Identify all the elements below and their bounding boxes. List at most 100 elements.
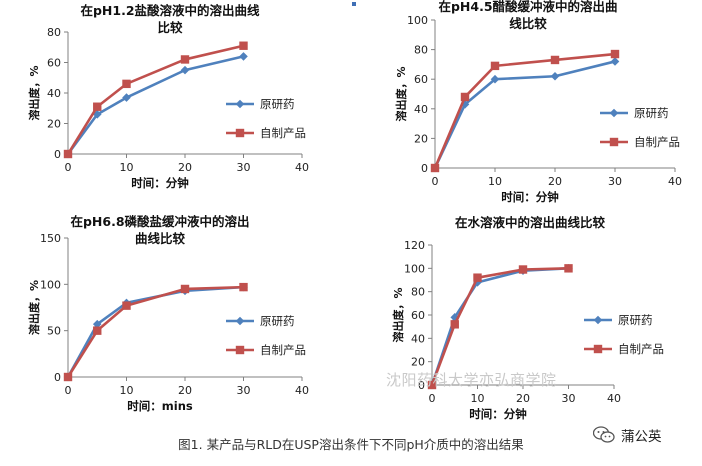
y-tick-label: 80: [411, 286, 425, 299]
chart-title-line: 在水溶液中的溶出曲线比较: [455, 215, 606, 230]
y-tick-label: 60: [47, 57, 61, 70]
chart-title-line: 曲线比较: [135, 231, 186, 246]
y-tick-label: 40: [414, 103, 428, 116]
chart-water: 在水溶液中的溶出曲线比较 0 20 40 60 80 100 120 0 10 20 30 40 时间：分…: [391, 215, 664, 421]
wechat-account: 蒲公英: [593, 425, 662, 445]
data-point: [239, 41, 248, 50]
figure-caption: 图1. 某产品与RLD在USP溶出条件下不同pH介质中的溶出结果: [178, 437, 524, 452]
legend-label: 原研药: [634, 106, 669, 120]
chart-panel-4: 在水溶液中的溶出曲线比较 0 20 40 60 80 100 120 0 10 20 30 40 时间：分…: [360, 210, 702, 421]
x-axis-label: 时间：分钟: [131, 176, 189, 190]
y-tick-label: 80: [47, 26, 61, 39]
y-tick-label: 100: [407, 14, 428, 27]
legend-label: 自制产品: [618, 342, 664, 356]
data-point: [63, 149, 73, 159]
y-tick-label: 0: [421, 162, 428, 175]
chart-panel-1: 在pH1.2盐酸溶液中的溶出曲线 比较 0 20 40 60 80 0 10 20 30 40 时间：分…: [0, 0, 345, 205]
legend-marker: [235, 316, 245, 326]
x-tick-label: 40: [607, 392, 621, 405]
legend-label: 自制产品: [260, 343, 306, 357]
data-point: [450, 320, 459, 329]
legend-marker: [235, 99, 245, 109]
data-point: [93, 326, 102, 335]
data-point: [610, 49, 620, 59]
x-tick-label: 10: [120, 161, 134, 174]
legend-label: 原研药: [618, 313, 653, 327]
y-axis-label: 溶出度，%: [394, 66, 408, 121]
legend-label: 原研药: [260, 314, 295, 328]
data-point: [180, 284, 190, 294]
y-tick-label: 20: [47, 118, 61, 131]
legend-label: 原研药: [260, 97, 295, 111]
y-tick-label: 0: [418, 379, 425, 392]
data-point: [430, 163, 440, 173]
data-point: [460, 92, 470, 102]
data-point: [63, 372, 73, 382]
y-tick-label: 0: [54, 371, 61, 384]
x-tick-label: 0: [429, 392, 436, 405]
y-tick-label: 60: [411, 309, 425, 322]
wechat-account-name: 蒲公英: [621, 429, 662, 445]
data-point: [122, 93, 131, 102]
y-tick-label: 50: [47, 325, 61, 338]
x-tick-label: 40: [295, 384, 309, 397]
y-tick-label: 20: [411, 356, 425, 369]
x-tick-label: 20: [516, 392, 530, 405]
data-point: [550, 71, 560, 81]
x-tick-label: 40: [668, 175, 682, 188]
x-tick-label: 30: [608, 175, 622, 188]
legend-marker: [235, 345, 245, 355]
x-axis-label: 时间：mins: [127, 399, 193, 413]
y-tick-label: 20: [414, 132, 428, 145]
data-point: [610, 57, 620, 66]
wechat-icon: [593, 426, 615, 443]
data-point: [180, 55, 190, 64]
chart-title-line: 在pH4.5醋酸缓冲液中的溶出曲: [438, 0, 617, 14]
y-axis-label: 溶出度，%: [391, 287, 405, 342]
data-point: [93, 102, 102, 111]
x-tick-label: 30: [562, 392, 576, 405]
legend-marker: [593, 315, 603, 325]
data-point: [239, 52, 248, 61]
y-tick-label: 150: [40, 232, 61, 245]
data-point: [180, 65, 190, 75]
data-point: [473, 273, 482, 282]
y-tick-label: 0: [54, 148, 61, 161]
y-tick-label: 60: [414, 73, 428, 86]
corner-mark: [352, 2, 356, 6]
data-point: [92, 319, 102, 329]
chart-panel-3: 在pH6.8磷酸盐缓冲液中的溶出 曲线比较 0 50 100 150 0 10 20 30 40 时间…: [0, 210, 345, 420]
x-tick-label: 20: [548, 175, 562, 188]
legend-marker: [609, 137, 619, 147]
x-tick-label: 30: [237, 161, 251, 174]
x-tick-label: 0: [432, 175, 439, 188]
data-point: [490, 74, 500, 84]
x-tick-label: 30: [237, 384, 251, 397]
chart-title-line: 线比较: [509, 16, 547, 31]
data-point: [550, 55, 560, 65]
data-point: [564, 264, 573, 273]
y-tick-label: 100: [404, 262, 425, 275]
data-point: [427, 380, 437, 390]
watermark: 沈阳药科大学亦弘商学院: [386, 371, 557, 389]
x-tick-label: 20: [178, 384, 192, 397]
x-tick-label: 10: [471, 392, 485, 405]
x-axis-label: 时间：分钟: [501, 190, 559, 204]
legend-marker: [593, 344, 603, 354]
chart-panel-2: 在pH4.5醋酸缓冲液中的溶出曲 线比较 0 20 40 60 80 100 0 10 20 30 40…: [360, 0, 702, 205]
y-axis-label: 溶出度，%: [27, 65, 41, 120]
chart-title-line: 在pH6.8磷酸盐缓冲液中的溶出: [70, 214, 249, 229]
chart-title-line: 比较: [157, 20, 183, 35]
x-tick-label: 20: [178, 161, 192, 174]
data-point: [122, 79, 131, 89]
y-tick-label: 120: [404, 239, 425, 252]
chart-title-line: 在pH1.2盐酸溶液中的溶出曲线: [80, 3, 260, 18]
data-point: [490, 61, 500, 71]
series-line-1: [433, 60, 616, 169]
data-point: [518, 265, 528, 274]
x-tick-label: 10: [488, 175, 502, 188]
legend-marker: [235, 128, 245, 138]
